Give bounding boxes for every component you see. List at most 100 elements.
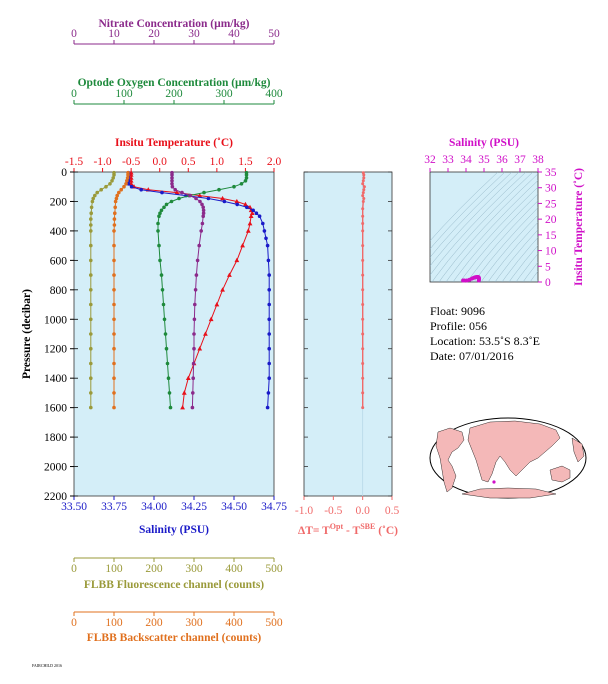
ts-contour-line: [466, 200, 538, 282]
fluorescence-point: [89, 211, 93, 215]
temperature-point: [248, 213, 254, 218]
ts-xtick-label: 33: [442, 154, 454, 166]
fluorescence-point: [89, 273, 93, 277]
ts-xtick-label: 32: [424, 154, 436, 166]
salinity-point: [139, 187, 143, 192]
fluorescence-point: [90, 199, 95, 204]
salinity-point: [266, 391, 271, 395]
temperature-axis: -1.5 -1.0 -0.5 0.0 0.5 1.0 1.5 2.0: [65, 156, 281, 172]
ts-contour-line: [522, 261, 538, 282]
temperature-tick-label: 1.5: [238, 156, 253, 168]
delta-t-point: [361, 391, 365, 395]
fluorescence-point: [89, 391, 93, 395]
fluorescence-axis: 0 100 200 300 400 500: [71, 557, 283, 575]
ts-salinity-axis-label: Salinity (PSU): [449, 137, 519, 149]
nitrate-point: [200, 202, 204, 207]
temperature-point: [203, 331, 208, 336]
ts-ytick-label: 30: [545, 183, 557, 195]
delta-t-series: [361, 171, 366, 410]
nitrate-point: [192, 332, 196, 336]
pressure-axis-label: Pressure (decibar): [21, 289, 33, 379]
backscatter-tick-label: 400: [225, 617, 243, 629]
profiles-plot-area: [73, 171, 275, 497]
oxygen-series: [156, 170, 249, 410]
ts-density-contours: [430, 152, 608, 292]
pressure-tick-label: 2000: [44, 462, 67, 474]
oxygen-point: [162, 205, 166, 210]
nitrate-point: [190, 405, 195, 410]
ts-plot-area: [429, 171, 539, 283]
ts-ytick-label: 5: [545, 261, 551, 273]
backscatter-point: [112, 229, 116, 233]
backscatter-axis-label: FLBB Backscatter channel (counts): [87, 632, 262, 644]
fluorescence-point: [110, 179, 114, 183]
ts-xtick-label: 34: [460, 154, 472, 166]
temperature-point: [220, 195, 225, 201]
nitrate-point: [197, 243, 201, 248]
pressure-tick-label: 1800: [44, 432, 67, 444]
salinity-axis: 33.50 33.75 34.00 34.25 34.50 34.75: [61, 496, 287, 513]
float-location-marker: [492, 480, 496, 484]
salinity-point: [267, 273, 272, 277]
oxygen-point: [164, 202, 169, 207]
ts-ytick-label: 15: [545, 230, 557, 242]
fluorescence-tick-label: 500: [265, 563, 283, 575]
delta-t-plot-area: [303, 171, 393, 497]
temperature-tick-label: 0.5: [181, 156, 196, 168]
pressure-tick-label: 0: [61, 167, 67, 179]
nitrate-point: [192, 346, 196, 351]
float-id: Float: 9096: [430, 304, 485, 318]
backscatter-point: [124, 182, 128, 186]
temperature-point: [174, 190, 180, 195]
ts-ytick-label: 0: [545, 277, 551, 289]
salinity-point: [267, 332, 272, 336]
fluorescence-point: [89, 346, 93, 351]
temperature-point: [214, 301, 220, 307]
ts-contour-line: [593, 152, 608, 292]
salinity-point: [265, 243, 270, 248]
ts-contour-line: [586, 152, 608, 292]
oxygen-tick-label: 200: [165, 88, 183, 100]
salinity-point: [262, 229, 267, 233]
oxygen-point: [161, 302, 166, 307]
fluorescence-point: [89, 223, 93, 227]
delta-t-point: [361, 229, 365, 233]
pressure-tick-label: 400: [50, 226, 68, 238]
salinity-point: [254, 211, 259, 215]
ts-point: [476, 278, 481, 283]
salinity-point: [265, 405, 270, 410]
temperature-point: [240, 243, 245, 248]
nitrate-series: [170, 170, 206, 410]
nitrate-point: [170, 184, 175, 189]
delta-t-point: [362, 188, 366, 192]
nitrate-point: [170, 179, 174, 183]
oxygen-point: [159, 208, 164, 213]
ts-contour-line: [430, 172, 527, 276]
ts-contour-line: [430, 172, 520, 267]
delta-t-point: [362, 176, 366, 180]
oxygen-point: [159, 273, 164, 277]
ts-temperature-axis-label: Insitu Temperature (˚C): [573, 168, 585, 286]
fluorescence-axis-label: FLBB Fluorescence channel (counts): [84, 579, 264, 591]
temperature-point: [180, 405, 185, 410]
salinity-point: [206, 196, 211, 201]
ts-ytick-label: 25: [545, 198, 557, 210]
delta-t-point: [361, 406, 365, 410]
salinity-point: [129, 184, 134, 189]
ts-contour-line: [536, 280, 538, 282]
fluorescence-point: [89, 361, 93, 366]
fluorescence-point: [89, 302, 93, 307]
salinity-point: [267, 302, 272, 307]
nitrate-point: [195, 258, 200, 263]
fluorescence-series: [89, 170, 116, 410]
ts-contour-line: [508, 245, 538, 282]
backscatter-point: [112, 273, 116, 277]
delta-t-point: [361, 191, 365, 195]
temperature-point: [234, 257, 240, 263]
delta-t-point: [361, 376, 365, 380]
oxygen-point: [167, 391, 172, 395]
salinity-point: [235, 202, 239, 207]
backscatter-point: [112, 258, 116, 263]
map-land-eurasia-africa: [467, 420, 561, 483]
fluorescence-point: [89, 243, 93, 248]
